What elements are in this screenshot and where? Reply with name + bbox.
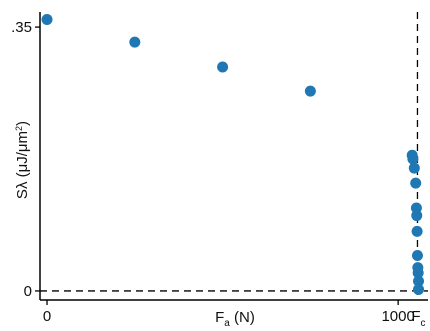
data-points bbox=[41, 14, 425, 295]
x-axis-label-sub: a bbox=[224, 318, 230, 329]
data-point bbox=[411, 250, 423, 262]
y-axis-label-main: Sλ (μJ/μm bbox=[14, 131, 31, 199]
y-tick-label: .35 bbox=[11, 19, 32, 36]
data-point bbox=[408, 162, 420, 174]
x-axis-label-main: F bbox=[215, 309, 224, 326]
data-point bbox=[407, 153, 419, 165]
data-point bbox=[410, 177, 422, 189]
data-point bbox=[412, 267, 424, 279]
data-point bbox=[413, 275, 425, 287]
x-axis-label-rest: (N) bbox=[230, 309, 255, 326]
x-tick-label: 1000 bbox=[381, 308, 414, 325]
plot-frame bbox=[39, 12, 428, 301]
y-axis-label-sup: 2 bbox=[14, 126, 24, 131]
x-tick-label: 0 bbox=[43, 308, 51, 325]
data-point bbox=[217, 61, 229, 73]
critical-force-label-main: F bbox=[411, 308, 420, 325]
axis-ticks: 0 1000 0 .35 bbox=[11, 19, 415, 325]
data-point bbox=[413, 283, 425, 295]
y-axis-label-rest: ) bbox=[14, 121, 31, 126]
y-axis-label: Sλ (μJ/μm2) bbox=[14, 121, 31, 199]
data-point bbox=[411, 225, 423, 237]
data-point bbox=[129, 36, 141, 48]
critical-force-label-sub: c bbox=[421, 318, 426, 329]
y-tick-label: 0 bbox=[24, 283, 32, 300]
reference-lines: Fc bbox=[40, 12, 428, 329]
data-point bbox=[304, 85, 316, 97]
data-point bbox=[411, 210, 423, 222]
critical-force-label: Fc bbox=[411, 308, 425, 329]
data-point bbox=[41, 14, 53, 26]
x-axis-label: Fa (N) bbox=[215, 309, 255, 329]
